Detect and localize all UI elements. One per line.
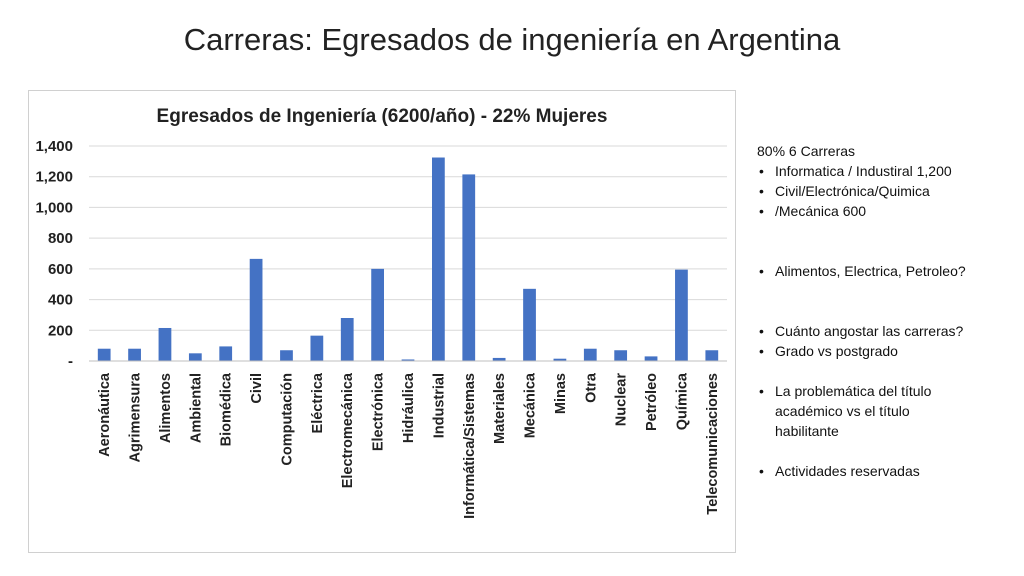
note-bullet: Grado vs postgrado [757,341,1017,361]
chart-title: Egresados de Ingeniería (6200/año) - 22%… [157,106,608,127]
x-tick-label: Computación [279,373,295,466]
y-tick-label: 400 [48,292,73,309]
note-text: académico vs el título [775,403,910,419]
x-tick-label: Aeronáutica [97,372,113,457]
bar [553,358,567,361]
bar [188,353,202,361]
bar [340,318,354,361]
bar [219,346,233,361]
bar [462,174,476,361]
bar [614,350,628,361]
notes-panel: 80% 6 Carreras Informatica / Industiral 1… [757,141,1017,481]
bar [371,268,384,361]
bar [523,288,536,361]
x-tick-label: Ambiental [188,373,204,443]
x-tick-label: Biomédica [219,372,235,446]
x-tick-label: Petróleo [644,373,660,431]
note-text: habilitante [775,423,839,439]
x-axis: Aeronáutica Agrimensura Alimentos Ambiental… [89,360,727,519]
x-tick-label: Minas [553,373,569,414]
bar [675,269,688,361]
bar [249,258,263,361]
note-bullet: Actividades reservadas [757,461,1017,481]
bar [401,359,415,361]
x-tick-label: Industrial [431,373,447,438]
note-bullet: Informatica / Industiral 1,200 [757,161,1017,181]
y-tick-label: 1,400 [35,138,73,155]
x-tick-label: Electrónica [371,372,387,451]
x-tick-label: Civil [249,373,265,404]
bars [97,157,719,361]
x-tick-label: Agrimensura [128,372,144,462]
x-tick-label: Alimentos [158,373,174,443]
note-spacer [757,441,1017,461]
gridlines [89,145,727,362]
bar [128,348,141,361]
x-tick-label: Mecánica [523,372,539,438]
y-tick-label: 200 [48,322,73,339]
note-spacer [757,361,1017,381]
bar [97,348,111,361]
slide-title: Carreras: Egresados de ingeniería en Arg… [183,22,841,57]
note-bullet: Civil/Electrónica/Quimica [757,181,1017,201]
bar [705,350,719,361]
x-tick-label: Informática/Sistemas [462,373,478,519]
note-bullet: /Mecánica 600 [757,201,1017,221]
bar [310,335,324,361]
y-tick-label: - [68,353,73,370]
bar [280,350,293,361]
chart-area: Egresados de Ingeniería (6200/año) - 22%… [28,90,736,553]
note-bullet: Alimentos, Electrica, Petroleo? [757,261,1017,281]
bar [158,327,172,361]
note-text: 80% 6 Carreras [757,143,856,159]
x-tick-label: Otra [583,372,599,403]
y-tick-label: 800 [48,230,73,247]
bar [583,348,597,361]
bar-chart: Egresados de Ingeniería (6200/año) - 22%… [35,106,727,519]
x-tick-label: Electromecánica [340,372,356,488]
note-bullet: Cuánto angostar las carreras? [757,321,1017,341]
bar [432,157,445,361]
bar [492,357,506,361]
x-tick-label: Eléctrica [310,372,326,433]
y-axis: - 200 400 600 800 1,000 1,200 1,400 [35,138,73,370]
x-tick-label: Química [674,372,690,430]
note-spacer [757,221,1017,261]
y-tick-label: 1,200 [35,169,73,186]
note-bullet: La problemática del título [757,381,1017,401]
x-tick-label: Nuclear [614,373,630,427]
y-tick-label: 600 [48,261,73,278]
x-tick-label: Telecomunicaciones [705,373,721,515]
bar [644,356,658,361]
note-spacer [757,281,1017,321]
x-tick-label: Materiales [492,373,508,444]
y-tick-label: 1,000 [35,199,73,216]
x-tick-label: Hidráulica [401,372,417,443]
